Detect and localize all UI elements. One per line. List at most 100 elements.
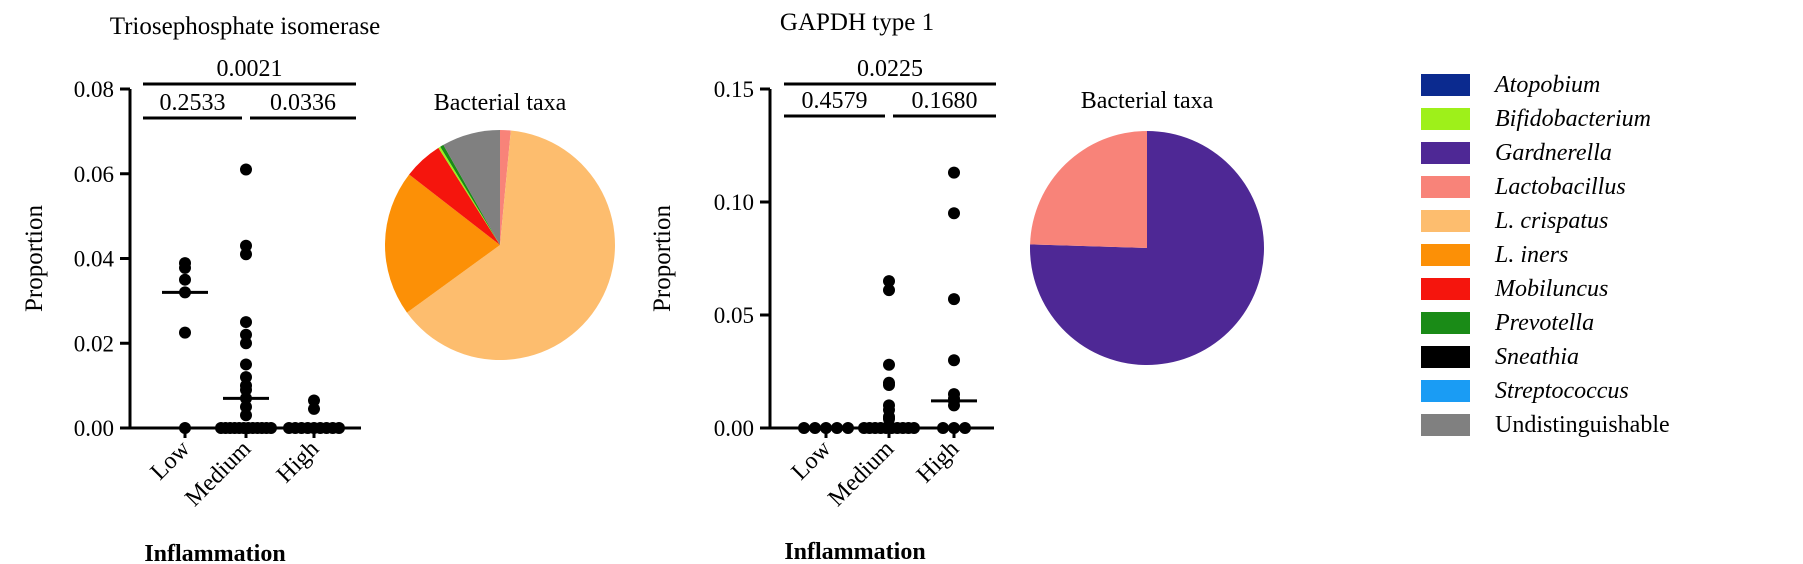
legend-item: L. crispatus — [1421, 204, 1781, 238]
x-tick-label: Medium — [180, 436, 256, 512]
data-point — [883, 284, 895, 297]
chart-1: Triosephosphate isomerase 0.00 0.02 0.04 0.0… — [21, 13, 615, 564]
legend-label: Sneathia — [1495, 344, 1579, 370]
data-point — [179, 326, 191, 339]
data-point — [240, 400, 252, 413]
y-tick-label: 0.08 — [74, 77, 114, 102]
pie-slice — [1030, 131, 1147, 248]
data-point — [308, 402, 320, 415]
pie-slice — [443, 130, 500, 245]
legend-label: L. crispatus — [1495, 208, 1609, 234]
legend-swatch — [1421, 346, 1470, 368]
chart-title: Triosephosphate isomerase — [110, 13, 381, 40]
x-tick-label: Medium — [823, 436, 899, 512]
data-point — [948, 166, 960, 179]
legend-item: Mobiluncus — [1421, 272, 1781, 306]
legend-swatch — [1421, 414, 1470, 436]
pie-slice — [500, 130, 511, 245]
data-point — [240, 383, 252, 396]
y-tick-label: 0.02 — [74, 331, 114, 356]
legend-swatch — [1421, 380, 1470, 402]
data-point — [308, 394, 320, 407]
data-point — [179, 273, 191, 286]
y-tick-label: 0.05 — [714, 303, 754, 328]
x-tick-label: High — [272, 436, 324, 488]
data-point — [948, 422, 960, 434]
data-point — [937, 422, 949, 434]
y-tick-label: 0.06 — [74, 162, 114, 187]
data-point — [883, 379, 895, 392]
pie-slice — [440, 144, 500, 245]
legend-item: Sneathia — [1421, 340, 1781, 374]
legend-item: Gardnerella — [1421, 136, 1781, 170]
pie-title: Bacterial taxa — [434, 90, 567, 116]
data-point — [948, 293, 960, 306]
data-point — [959, 422, 971, 434]
y-tick-label: 0.00 — [714, 416, 754, 441]
legend-item: Bifidobacterium — [1421, 102, 1781, 136]
legend-item: L. iners — [1421, 238, 1781, 272]
y-tick-label: 0.04 — [74, 247, 115, 272]
legend-label: Gardnerella — [1495, 140, 1612, 166]
legend-label: Undistinguishable — [1495, 412, 1670, 438]
data-point — [883, 412, 895, 425]
legend-label: Prevotella — [1495, 310, 1595, 336]
pie-slice — [438, 146, 500, 245]
legend-swatch — [1421, 108, 1470, 130]
legend-item: Lactobacillus — [1421, 170, 1781, 204]
pie-slice — [1030, 131, 1265, 365]
legend-swatch — [1421, 312, 1470, 334]
data-point — [240, 316, 252, 329]
data-point — [240, 163, 252, 176]
legend-item: Atopobium — [1421, 68, 1781, 102]
chart-2: GAPDH type 1 0.00 0.05 0.10 0.15 Proportion Lo… — [649, 9, 1265, 564]
legend-swatch — [1421, 244, 1470, 266]
y-tick-label: 0.10 — [714, 190, 754, 215]
pie-slice — [409, 147, 500, 245]
legend-label: Bifidobacterium — [1495, 106, 1651, 132]
data-point — [240, 248, 252, 261]
data-point — [265, 422, 277, 434]
y-tick-label: 0.15 — [714, 77, 754, 102]
y-axis-label: Proportion — [649, 205, 676, 312]
x-tick-label: High — [912, 436, 964, 488]
data-point — [948, 399, 960, 412]
legend-swatch — [1421, 74, 1470, 96]
data-point — [240, 371, 252, 384]
legend-item: Undistinguishable — [1421, 408, 1781, 442]
x-tick-label: Low — [787, 435, 837, 485]
legend-swatch — [1421, 278, 1470, 300]
p-value-label: 0.0021 — [217, 56, 283, 82]
x-axis-label: Inflammation — [144, 541, 285, 564]
y-axis-label: Proportion — [21, 205, 48, 312]
x-axis-label: Inflammation — [784, 539, 925, 564]
p-value-label: 0.4579 — [802, 88, 868, 114]
legend-label: L. iners — [1495, 242, 1569, 268]
data-point — [883, 275, 895, 288]
y-tick-label: 0.00 — [74, 416, 114, 441]
data-point — [240, 239, 252, 252]
legend-swatch — [1421, 210, 1470, 232]
data-point — [240, 328, 252, 341]
legend-swatch — [1421, 142, 1470, 164]
legend-item: Prevotella — [1421, 306, 1781, 340]
legend-label: Atopobium — [1495, 72, 1601, 98]
legend-label: Lactobacillus — [1495, 174, 1626, 200]
pie-slice — [384, 174, 500, 313]
pie-title: Bacterial taxa — [1081, 88, 1214, 114]
legend-item: Streptococcus — [1421, 374, 1781, 408]
taxa-legend: Atopobium Bifidobacterium Gardnerella Lacto… — [1421, 68, 1781, 442]
p-value-label: 0.0336 — [270, 90, 336, 116]
pie-slice — [406, 130, 615, 360]
data-point — [908, 422, 920, 434]
data-point — [179, 261, 191, 274]
legend-label: Streptococcus — [1495, 378, 1629, 404]
data-point — [240, 337, 252, 350]
data-point — [333, 422, 345, 434]
p-value-label: 0.1680 — [912, 88, 978, 114]
data-point — [948, 207, 960, 220]
data-point — [240, 409, 252, 422]
x-tick-label: Low — [146, 435, 196, 485]
data-point — [179, 422, 191, 434]
